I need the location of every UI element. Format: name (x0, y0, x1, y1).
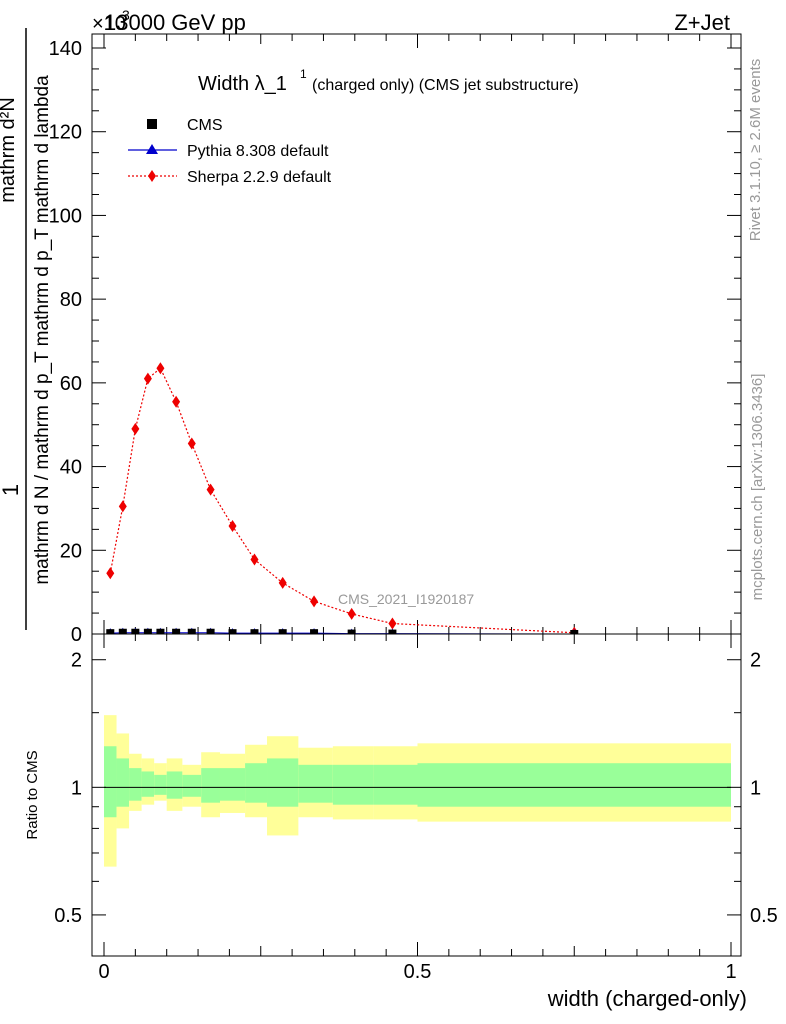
sherpa-line (109, 367, 575, 634)
cms-point (310, 629, 319, 638)
sherpa-point (388, 617, 397, 630)
x-tick-label: 0 (98, 961, 109, 983)
legend-marker-pythia (146, 144, 158, 154)
exponent-label: ×10 (92, 13, 126, 35)
legend: CMS Pythia 8.308 default Sherpa 2.2.9 de… (128, 117, 332, 186)
sherpa-point (131, 422, 140, 435)
process-label: Z+Jet (674, 10, 730, 35)
x-tick-label: 0.5 (404, 961, 432, 983)
y-tick-label: 120 (49, 122, 82, 144)
cms-point (131, 628, 140, 637)
ratio-inner-band (141, 771, 155, 797)
ratio-inner-band (267, 758, 299, 807)
ratio-plot-frame (91, 633, 742, 957)
ratio-inner-band (166, 771, 183, 799)
ratio-inner-band (182, 774, 202, 797)
x-tick-label: 1 (725, 961, 736, 983)
ratio-inner-band (417, 763, 731, 807)
ratio-inner-band (154, 774, 167, 795)
ratio-y-tick-label-right: 2 (750, 650, 761, 672)
sherpa-point (250, 553, 259, 566)
ratio-y-tick-label-right: 1 (750, 777, 761, 799)
ratio-y-tick-label: 1 (71, 777, 82, 799)
sherpa-point (106, 567, 115, 580)
sherpa-point (278, 576, 287, 589)
ratio-inner-band (104, 746, 117, 818)
cms-point (156, 628, 165, 637)
sherpa-point (347, 607, 356, 620)
cms-point (106, 629, 115, 638)
rivet-label: Rivet 3.1.10, ≥ 2.6M events (747, 59, 764, 242)
sherpa-point (172, 395, 181, 408)
x-axis-label: width (charged-only) (547, 986, 747, 1011)
ratio-inner-band (373, 764, 418, 805)
sherpa-point (143, 372, 152, 385)
cms-point (228, 629, 237, 638)
legend-marker-cms (147, 119, 157, 129)
y-tick-label: 0 (71, 624, 82, 646)
y-axis-label-denominator: mathrm d N / mathrm d p_T mathrm d p_T m… (32, 75, 53, 585)
sherpa-point (206, 483, 215, 496)
cms-point (278, 629, 287, 638)
energy-label: 13000 GeV pp (104, 10, 246, 35)
legend-label-sherpa: Sherpa 2.2.9 default (187, 169, 332, 186)
ratio-y-tick-label-right: 0.5 (750, 905, 778, 927)
legend-label-cms: CMS (187, 117, 223, 134)
analysis-watermark: CMS_2021_I1920187 (338, 591, 474, 607)
y-tick-label: 80 (60, 289, 82, 311)
ratio-y-tick-label: 0.5 (54, 905, 82, 927)
sherpa-point (228, 520, 237, 533)
title-superscript: 1 (300, 67, 307, 81)
ratio-panel: 0.5 0.5 1 1 2 2 0 0.5 1 (54, 633, 778, 983)
exponent-power: 3 (122, 7, 130, 23)
cms-point (187, 628, 196, 637)
ratio-y-axis-label: Ratio to CMS (24, 750, 41, 839)
cms-point (143, 628, 152, 637)
legend-marker-sherpa (148, 170, 156, 182)
sherpa-point (156, 362, 165, 375)
title-main: Width λ_1 (198, 73, 287, 95)
plot-title: Width λ_1 1 (charged only) (CMS jet subs… (198, 67, 579, 95)
ratio-inner-band (219, 768, 246, 801)
ratio-inner-band (129, 768, 142, 801)
title-suffix: (charged only) (CMS jet substructure) (312, 77, 579, 94)
cms-point (118, 628, 127, 637)
sherpa-point (187, 437, 196, 450)
mcplots-label: mcplots.cern.ch [arXiv:1306.3436] (749, 374, 766, 601)
sherpa-point (118, 500, 127, 513)
ratio-inner-band (201, 768, 220, 803)
ratio-inner-band (332, 764, 374, 805)
y-tick-label: 20 (60, 540, 82, 562)
ratio-y-tick-label: 2 (71, 650, 82, 672)
ratio-inner-band (116, 758, 130, 807)
cms-point (172, 628, 181, 637)
sherpa-point (310, 595, 319, 608)
cms-point (250, 629, 259, 638)
ratio-inner-band (298, 764, 333, 803)
y-axis-label: 1 mathrm d²N mathrm d N / mathrm d p_T m… (0, 28, 53, 630)
y-tick-label: 100 (49, 205, 82, 227)
y-tick-label: 140 (49, 38, 82, 60)
ratio-inner-band (245, 763, 268, 803)
y-tick-label: 40 (60, 457, 82, 479)
y-tick-label: 60 (60, 373, 82, 395)
y-axis-label-numerator: 1 (0, 484, 23, 496)
legend-label-pythia: Pythia 8.308 default (187, 143, 329, 160)
y-axis-label-upper: mathrm d²N (0, 97, 19, 203)
cms-point (206, 628, 215, 637)
